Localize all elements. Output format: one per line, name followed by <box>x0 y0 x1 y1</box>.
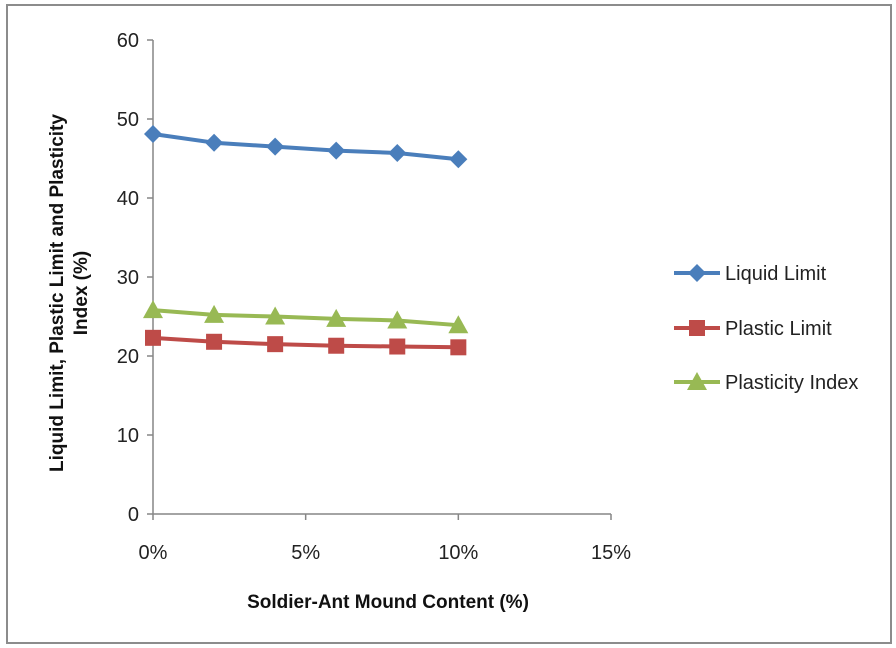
y-tick-label: 10 <box>117 425 139 447</box>
plastic-limit-point <box>450 339 467 356</box>
x-tick-label: 10% <box>438 542 478 564</box>
legend-swatch-marker <box>687 372 707 390</box>
liquid-limit-point <box>144 125 162 144</box>
x-tick-label: 15% <box>591 542 631 564</box>
plasticity-index-point <box>387 310 408 329</box>
liquid-limit-point <box>327 141 346 160</box>
y-tick-label: 50 <box>117 109 139 131</box>
plastic-limit-line <box>152 335 459 350</box>
line-chart: 0 10 20 30 40 50 60 0% 5% 10% 15% Liquid Limit Pla… <box>47 30 858 613</box>
y-tick-label: 40 <box>117 188 139 210</box>
axes <box>152 40 611 515</box>
legend: Liquid Limit Plastic Limit Plasticity Inde… <box>674 263 858 394</box>
x-tick-label: 0% <box>139 542 168 564</box>
plasticity-index-line <box>152 308 459 328</box>
plastic-limit-point <box>389 338 406 355</box>
x-tick-label: 5% <box>291 542 320 564</box>
plasticity-index-point <box>204 304 225 323</box>
plasticity-index-point <box>448 315 469 334</box>
plastic-limit-point <box>206 333 223 350</box>
y-tick-label: 0 <box>128 504 139 526</box>
legend-item-plasticity-index: Plasticity Index <box>674 372 858 394</box>
y-tick-label: 60 <box>117 30 139 52</box>
legend-item-plastic-limit: Plastic Limit <box>674 318 832 340</box>
plasticity-index-point <box>143 300 163 319</box>
y-axis-ticks: 0 10 20 30 40 50 60 <box>117 30 153 526</box>
legend-swatch-marker <box>688 264 706 282</box>
legend-item-liquid-limit: Liquid Limit <box>674 263 827 285</box>
plastic-limit-point <box>328 337 345 354</box>
liquid-limit-line <box>152 132 459 162</box>
series-layer <box>143 125 469 356</box>
x-axis-ticks: 0% 5% 10% 15% <box>139 514 631 564</box>
liquid-limit-point <box>205 133 224 152</box>
legend-label: Liquid Limit <box>725 263 827 285</box>
chart-frame: 0 10 20 30 40 50 60 0% 5% 10% 15% Liquid Limit Pla… <box>6 4 892 644</box>
y-axis-title-line1: Liquid Limit, Plastic Limit and Plastici… <box>47 114 68 472</box>
plasticity-index-point <box>326 308 347 327</box>
y-tick-label: 30 <box>117 267 139 289</box>
y-axis-title-line2: Index (%) <box>71 251 92 335</box>
y-tick-label: 20 <box>117 346 139 368</box>
liquid-limit-point <box>388 143 407 162</box>
liquid-limit-point <box>266 137 285 156</box>
series-plastic-limit <box>145 329 467 356</box>
plastic-limit-point <box>267 336 284 353</box>
legend-label: Plasticity Index <box>725 372 858 394</box>
plastic-limit-point <box>145 329 161 346</box>
plasticity-index-point <box>265 306 286 325</box>
series-plasticity-index <box>143 300 469 334</box>
liquid-limit-point <box>449 150 468 169</box>
legend-label: Plastic Limit <box>725 318 832 340</box>
series-liquid-limit <box>144 125 468 169</box>
legend-swatch-marker <box>689 320 705 336</box>
x-axis-title: Soldier-Ant Mound Content (%) <box>247 592 529 613</box>
